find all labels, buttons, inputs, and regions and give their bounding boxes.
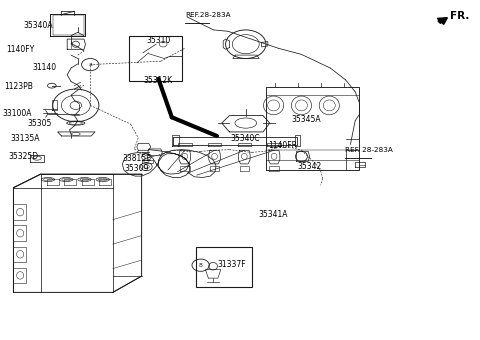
Text: REF. 28-283A: REF. 28-283A <box>345 147 393 153</box>
Text: 35309: 35309 <box>125 164 149 173</box>
Text: 35310: 35310 <box>146 36 171 45</box>
Bar <box>196 247 252 287</box>
Text: 31337F: 31337F <box>217 260 246 269</box>
Text: 35305: 35305 <box>28 119 52 128</box>
Text: 35340A: 35340A <box>23 21 53 30</box>
Text: FR.: FR. <box>450 11 469 21</box>
Text: 35345A: 35345A <box>292 115 322 124</box>
Text: 35342: 35342 <box>298 162 322 171</box>
Text: 1140FY: 1140FY <box>6 46 34 54</box>
Text: 33135A: 33135A <box>11 134 40 143</box>
Text: a: a <box>88 62 92 67</box>
Text: REF.28-283A: REF.28-283A <box>185 12 230 18</box>
Text: 35325D: 35325D <box>9 152 39 161</box>
Bar <box>129 36 182 81</box>
Text: 31140: 31140 <box>33 64 57 72</box>
Text: 8: 8 <box>199 263 203 268</box>
FancyArrow shape <box>437 18 447 24</box>
Text: 1123PB: 1123PB <box>4 82 33 91</box>
Text: 35340C: 35340C <box>230 134 260 143</box>
Text: 33100A: 33100A <box>2 109 31 118</box>
Text: 35341A: 35341A <box>258 210 288 219</box>
Text: 33815E: 33815E <box>122 154 151 163</box>
Text: 1140FR: 1140FR <box>268 141 297 150</box>
Text: 35312K: 35312K <box>143 76 172 85</box>
